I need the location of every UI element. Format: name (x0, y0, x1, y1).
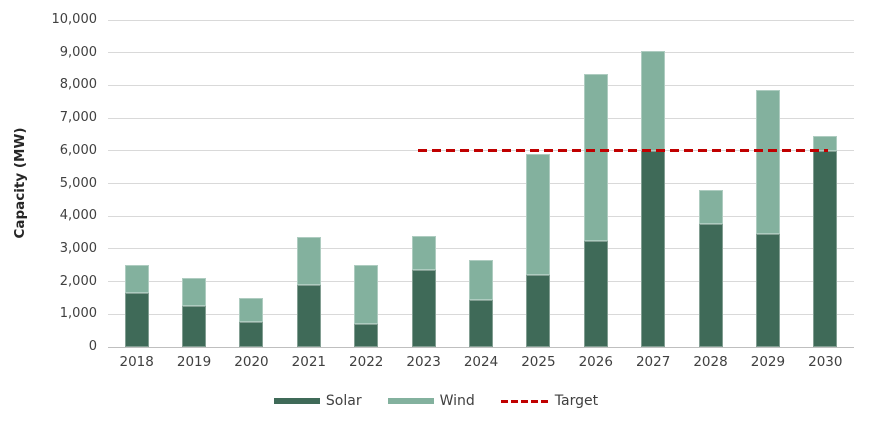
x-axis-label: 2022 (349, 354, 384, 370)
bar-segment-solar (354, 324, 379, 347)
gridline (108, 117, 854, 119)
target-dash-icon (500, 399, 549, 403)
y-tick-label: 6,000 (59, 142, 97, 158)
bar-segment-solar (182, 306, 207, 347)
gridline (108, 248, 854, 250)
y-tick-label: 10,000 (51, 12, 98, 27)
y-tick-label: 2,000 (59, 273, 97, 289)
bar-segment-solar (239, 322, 264, 347)
gridline (108, 183, 854, 184)
legend-label-wind: Wind (439, 393, 475, 409)
bar-segment-wind (583, 73, 608, 241)
chart-legend: Solar Wind Target (0, 390, 872, 412)
y-tick-label: 0 (88, 339, 97, 354)
x-axis-label: 2029 (750, 354, 786, 370)
bar-segment-wind (698, 190, 723, 225)
bar-segment-wind (411, 235, 436, 271)
y-tick-label: 1,000 (59, 306, 97, 322)
x-axis-label: 2023 (406, 354, 441, 370)
legend-label-solar: Solar (325, 393, 362, 409)
bar-segment-solar (698, 224, 723, 347)
x-axis-label: 2020 (234, 354, 269, 370)
bar-segment-wind (354, 265, 379, 325)
x-axis-label: 2026 (578, 354, 613, 370)
legend-label-target: Target (554, 393, 599, 409)
legend-item-target: Target (500, 393, 599, 409)
x-axis-label: 2024 (463, 354, 499, 370)
bar-segment-solar (583, 240, 608, 347)
x-axis-label: 2028 (693, 354, 728, 370)
x-axis-label: 2019 (176, 354, 212, 370)
x-axis-line (108, 346, 854, 348)
x-axis-label: 2027 (635, 354, 671, 370)
x-axis-label: 2030 (808, 354, 843, 370)
bar-segment-wind (239, 297, 264, 323)
y-tick-label: 8,000 (59, 77, 97, 93)
bar-segment-wind (296, 237, 321, 285)
bar-segment-wind (182, 278, 207, 307)
bar-segment-wind (124, 265, 149, 294)
bar-segment-wind (469, 260, 493, 300)
solar-swatch-icon (273, 398, 320, 404)
x-axis-label: 2018 (119, 354, 154, 370)
bar-segment-wind (755, 90, 780, 235)
bar-segment-solar (469, 299, 493, 347)
bar-segment-wind (641, 51, 666, 151)
gridline (108, 215, 854, 217)
y-tick-label: 3,000 (59, 240, 97, 256)
gridline (108, 19, 854, 21)
wind-swatch-icon (387, 398, 434, 404)
y-tick-label: 9,000 (59, 44, 97, 60)
bar-segment-solar (526, 275, 551, 347)
bar-segment-solar (755, 234, 780, 347)
legend-item-solar: Solar (273, 393, 362, 409)
bar-segment-wind (526, 154, 551, 276)
y-tick-label: 4,000 (59, 208, 97, 224)
y-tick-label: 5,000 (59, 175, 97, 191)
bar-segment-solar (411, 270, 436, 347)
y-tick-label: 7,000 (59, 110, 97, 126)
bar-segment-solar (296, 284, 321, 347)
x-axis-label: 2025 (521, 354, 556, 370)
bar-segment-solar (813, 150, 838, 347)
gridline (108, 84, 854, 86)
target-line (417, 149, 829, 153)
legend-item-wind: Wind (387, 393, 475, 409)
x-axis-label: 2021 (291, 354, 327, 370)
bar-segment-solar (124, 293, 149, 347)
gridline (108, 52, 854, 54)
bar-segment-solar (641, 150, 666, 347)
